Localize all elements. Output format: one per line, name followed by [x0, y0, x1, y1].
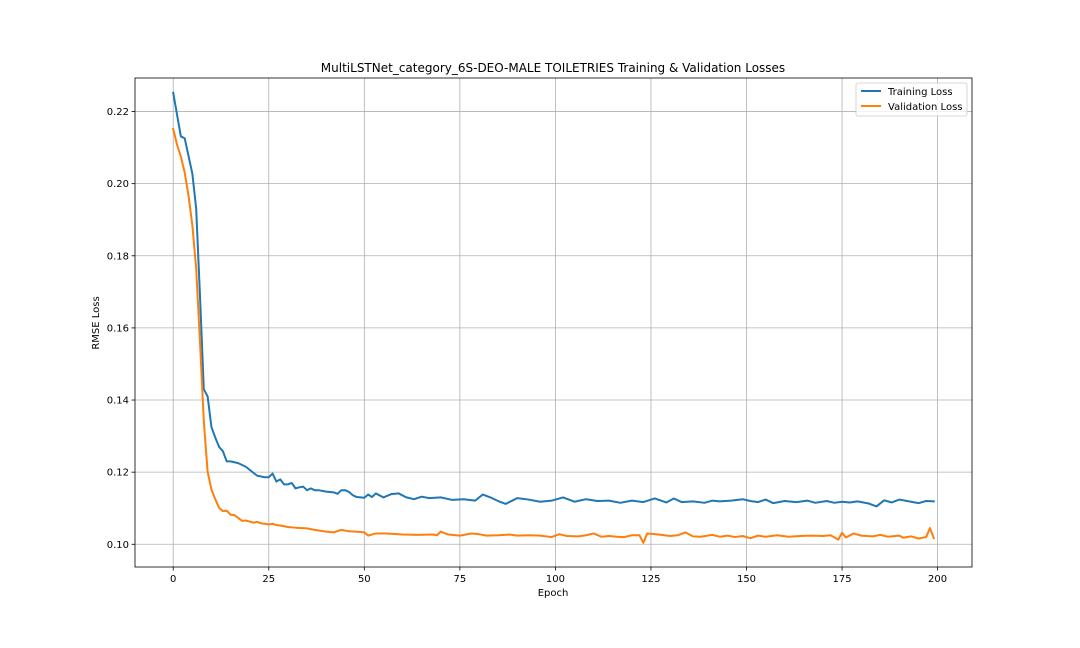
series-lines — [172, 91, 936, 544]
x-tick-label: 175 — [833, 574, 852, 585]
x-tick-label: 100 — [546, 574, 565, 585]
grid — [135, 78, 972, 567]
validation-loss-line — [172, 127, 936, 544]
x-tick-label: 0 — [170, 574, 176, 585]
legend-label-validation: Validation Loss — [888, 102, 963, 113]
y-axis-label: RMSE Loss — [91, 296, 102, 349]
chart-title: MultiLSTNet_category_6S-DEO-MALE TOILETR… — [321, 61, 785, 75]
x-axis-ticks: 0 25 50 75 100 125 150 175 200 — [170, 567, 947, 585]
y-tick-label: 0.18 — [107, 251, 129, 262]
x-tick-label: 150 — [737, 574, 756, 585]
y-axis-ticks: 0.10 0.12 0.14 0.16 0.18 0.20 0.22 — [107, 107, 135, 551]
y-tick-label: 0.20 — [107, 179, 129, 190]
x-tick-label: 50 — [358, 574, 371, 585]
y-tick-label: 0.14 — [107, 396, 129, 407]
legend-label-training: Training Loss — [887, 87, 953, 98]
x-tick-label: 25 — [262, 574, 275, 585]
legend-box — [855, 82, 968, 117]
y-tick-label: 0.12 — [107, 468, 129, 479]
training-loss-line — [172, 91, 935, 508]
legend: Training Loss Validation Loss — [855, 82, 968, 117]
y-tick-label: 0.16 — [107, 323, 129, 334]
x-axis-label: Epoch — [538, 588, 569, 599]
x-tick-label: 200 — [928, 574, 947, 585]
x-tick-label: 75 — [453, 574, 466, 585]
y-tick-label: 0.22 — [107, 107, 129, 118]
x-tick-label: 125 — [641, 574, 660, 585]
plot-area-frame — [134, 77, 973, 568]
y-tick-label: 0.10 — [107, 540, 129, 551]
